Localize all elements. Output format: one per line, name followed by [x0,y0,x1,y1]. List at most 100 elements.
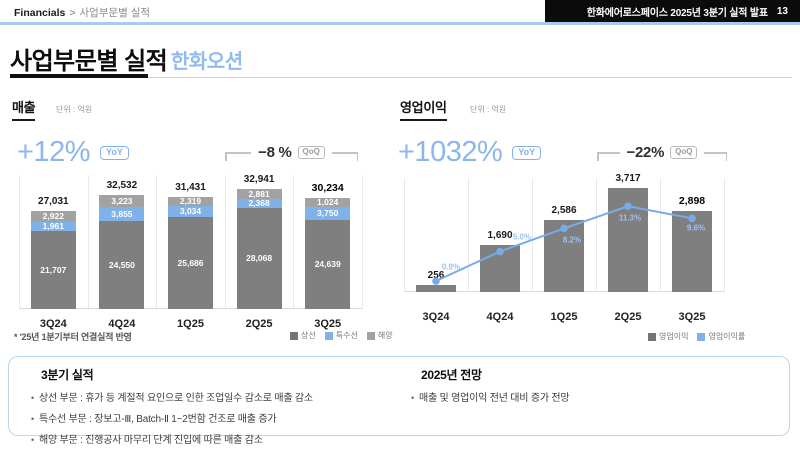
profit-bar [608,187,648,292]
legend-swatch [290,331,298,340]
legend-item: 해양 [366,330,393,341]
bar-segment: 3,034 [168,204,213,217]
segment-value: 3,223 [111,195,133,206]
segment-value: 28,068 [246,253,273,264]
profit-bar [480,244,520,292]
legend-swatch [324,331,333,340]
note-bullet: 매출 및 영업이익 전년 대비 증가 전망 [411,389,779,404]
bar-segment: 2,368 [236,198,282,209]
page-subtitle: 한화오션 [171,51,243,73]
bar-segment: 1,024 [305,196,351,207]
bar-total-label: 32,941 [243,173,275,185]
revenue-qoq-value: −8 % [258,144,292,161]
revenue-bar: 28,068 2,368 2,881 [236,187,282,309]
chart-gridline [724,178,725,292]
chart-gridline [87,175,89,309]
bracket-line [704,152,726,154]
top-bar: Financials > 사업부문별 실적 한화에어로스페이스 2025년 3분기 … [0,0,800,22]
segment-value: 21,707 [40,264,67,275]
bracket-line [598,152,620,154]
profit-bar [416,284,456,292]
margin-rate-label: 8.2% [562,235,582,245]
bar-value-label: 2,586 [551,204,577,216]
axis-category-label: 3Q24 [422,311,450,323]
segment-value: 24,550 [108,259,135,270]
segment-value: 3,034 [179,205,202,216]
axis-category-label: 4Q24 [108,318,136,330]
segment-value: 24,639 [314,259,341,270]
note-bullet: 해양 부문 : 진행공사 마무리 단계 진입에 따른 매출 감소 [31,431,394,446]
notes-outlook-list: 매출 및 영업이익 전년 대비 증가 전망 [399,389,779,404]
qoq-badge: QoQ [670,146,698,159]
yoy-badge: YoY [99,145,129,160]
axis-category-label: 1Q25 [177,318,204,330]
bar-value-label: 256 [427,269,445,281]
chart-gridline [362,175,363,309]
notes-quarter-list: 상선 부문 : 휴가 등 계절적 요인으로 인한 조업일수 감소로 매출 감소특… [19,389,394,446]
revenue-bar: 25,686 3,034 2,319 [168,195,213,309]
profit-yoy-value: +1032% [398,136,503,168]
accent-divider [0,22,800,25]
notes-quarter-title: 3분기 실적 [41,368,94,382]
segment-value: 3,855 [111,208,133,219]
segment-value: 2,881 [248,188,270,199]
breadcrumb-page: 사업부문별 실적 [79,7,151,19]
profit-yoy: +1032% YoY [398,136,542,169]
revenue-bar: 24,550 3,855 3,223 [99,194,145,309]
bar-total-label: 32,532 [106,180,138,192]
bar-segment: 25,686 [168,216,213,309]
bracket-tick [225,152,227,161]
bar-segment: 3,855 [99,205,145,221]
bracket-line [226,152,252,154]
axis-category-label: 4Q24 [486,311,514,323]
axis-category-label: 2Q25 [614,311,642,323]
title-divider-accent [10,74,148,78]
bar-segment: 1,961 [30,220,76,231]
bar-segment: 3,750 [305,205,351,221]
margin-rate-label: 0.9% [441,262,461,272]
margin-rate-label: 9.6% [686,223,706,233]
bar-segment: 2,881 [236,187,282,200]
legend-label: 특수선 [335,331,358,340]
bracket-tick [725,152,727,161]
breadcrumb: Financials > 사업부문별 실적 [14,5,150,20]
legend-label: 상선 [301,331,316,340]
legend-item: 상선 [290,330,316,341]
notes-quarter: 3분기 실적 상선 부문 : 휴가 등 계절적 요인으로 인한 조업일수 감소로… [19,366,394,449]
segment-value: 1,024 [317,197,339,207]
chart-gridline [293,175,295,309]
bar-total-label: 27,031 [38,196,69,208]
segment-value: 3,750 [317,208,339,219]
legend-item: 영업이익률 [697,331,745,342]
yoy-badge: YoY [512,145,542,160]
legend-swatch [648,332,656,341]
profit-bar [544,219,584,292]
segment-value: 2,368 [248,198,270,209]
bar-total-label: 30,234 [311,181,344,194]
profit-qoq-value: −22% [626,144,665,161]
notes-box: 3분기 실적 상선 부문 : 휴가 등 계절적 요인으로 인한 조업일수 감소로… [8,356,790,446]
legend-swatch [366,331,375,340]
notes-outlook: 2025년 전망 매출 및 영업이익 전년 대비 증가 전망 [399,366,779,410]
chart-gridline [19,175,20,309]
breadcrumb-root: Financials [14,7,66,19]
bracket-tick [597,152,599,161]
note-bullet: 상선 부문 : 휴가 등 계절적 요인으로 인한 조업일수 감소로 매출 감소 [31,389,394,404]
margin-rate-label: 5.0% [512,232,532,241]
revenue-bar: 24,639 3,750 1,024 [305,196,351,309]
profit-legend: 영업이익 영업이익률 [648,331,745,342]
revenue-qoq-bracket: −8 % QoQ [225,144,359,161]
axis-category-label: 3Q24 [39,318,67,330]
revenue-qoq-label: −8 % QoQ [251,144,332,161]
legend-item: 특수선 [324,330,358,341]
qoq-badge: QoQ [297,146,325,159]
axis-category-label: 3Q25 [678,311,706,323]
revenue-chart: 21,707 1,961 2,922 27,031 3Q24 24,550 3,855 3,2… [19,145,363,330]
bracket-line [331,152,357,154]
profit-chart: 256 3Q24 1,690 4Q24 2,586 1Q25 3,717 2Q25 2,898 3… [404,145,725,323]
bar-segment: 2,922 [30,210,76,222]
revenue-footnote: * '25년 1분기부터 연결실적 반영 [14,332,132,342]
bar-value-label: 2,898 [678,194,706,207]
axis-category-label: 1Q25 [550,311,578,323]
